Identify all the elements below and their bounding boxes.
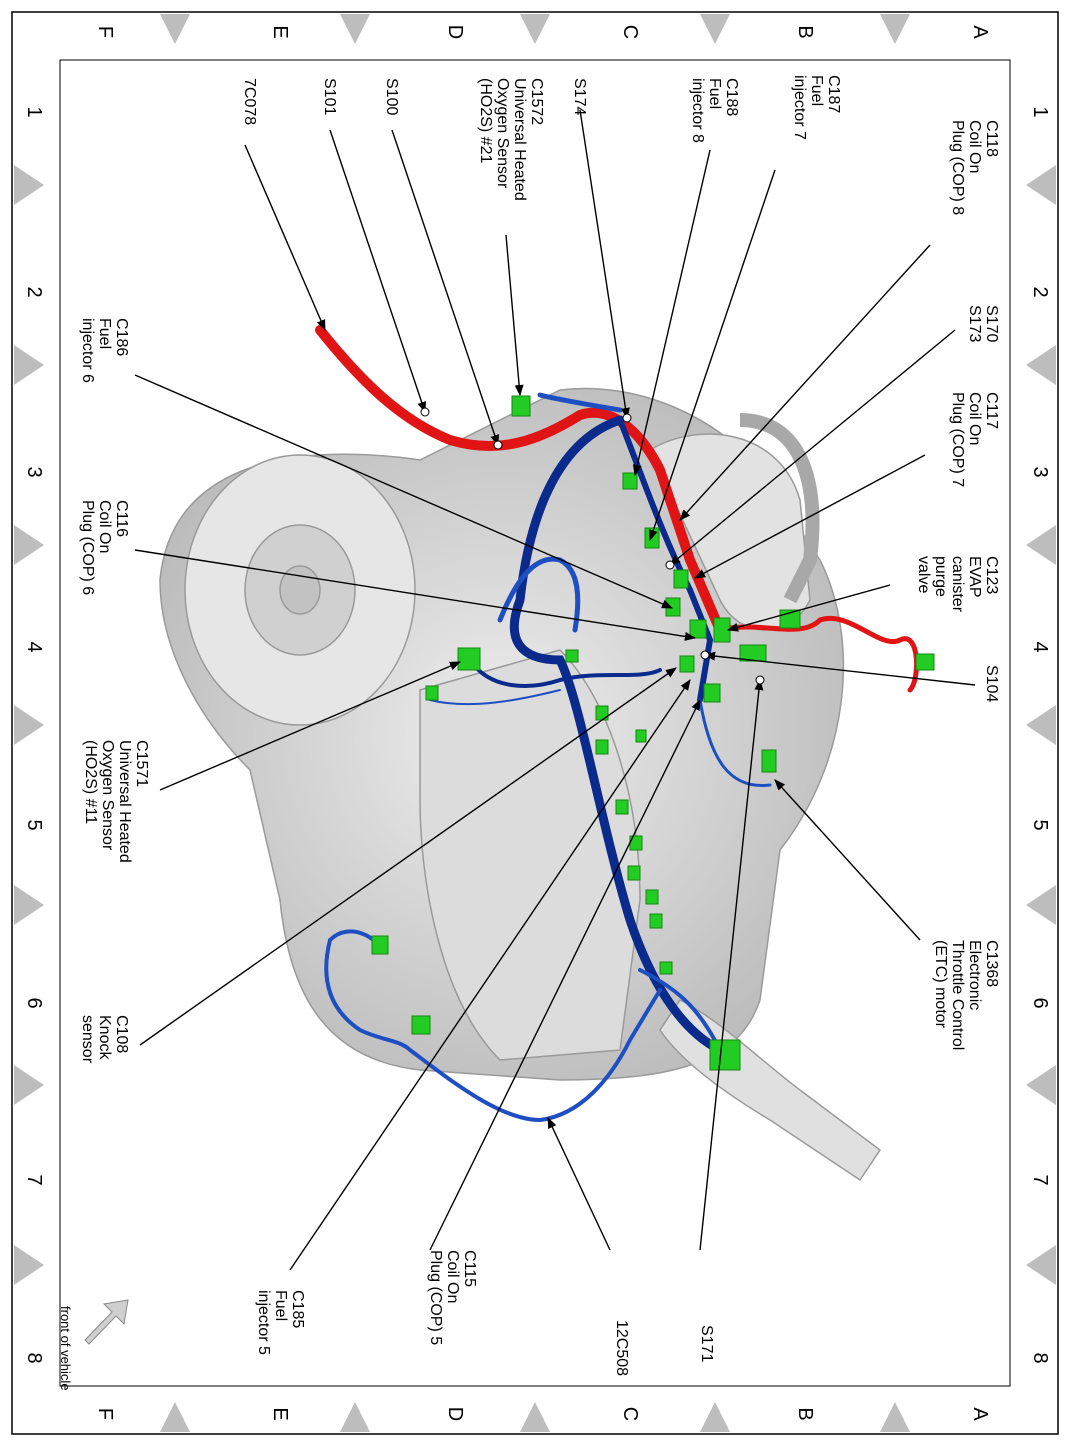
label-s104: S104 xyxy=(983,665,1000,703)
inner-border xyxy=(59,59,1011,1387)
label-7c078: 7C078 xyxy=(241,78,258,126)
grid-row-a-top: A xyxy=(969,25,991,39)
grid-row-d-top: D xyxy=(444,24,466,40)
grid-row-b-bottom: B xyxy=(794,1407,816,1421)
grid-col-5-right: 5 xyxy=(1029,819,1051,831)
label-c1368: C1368 Electronic Throttle Control (ETC) … xyxy=(932,940,1000,1051)
label-c116: C116 Coil On Plug (COP) 6 xyxy=(79,500,130,596)
grid-col-5-left: 5 xyxy=(23,819,45,831)
label-c188: C188 Fuel injector 8 xyxy=(689,78,740,143)
front-arrow-icon xyxy=(84,1299,129,1345)
label-c1572: C1572 Universal Heated Oxygen Sensor (HO… xyxy=(477,78,545,201)
label-front-of-vehicle: front of vehicle xyxy=(58,1306,73,1391)
grid-col-4-right: 4 xyxy=(1029,641,1051,653)
leader-lines xyxy=(134,109,976,1271)
label-s100: S100 xyxy=(383,78,400,116)
grid-col-1-left: 1 xyxy=(23,106,45,118)
label-s171: S171 xyxy=(698,1325,715,1363)
grid-col-2-right: 2 xyxy=(1029,286,1051,298)
grid-col-8-left: 8 xyxy=(23,1352,45,1364)
label-c115: C115 Coil On Plug (COP) 5 xyxy=(427,1250,478,1346)
connectors xyxy=(371,395,935,1071)
label-s174: S174 xyxy=(571,78,588,116)
grid-row-c-bottom: C xyxy=(619,1406,641,1422)
grid-row-d-bottom: D xyxy=(444,1406,466,1422)
label-c117: C117 Coil On Plug (COP) 7 xyxy=(949,392,1000,488)
harness-routes xyxy=(315,325,920,1123)
label-c187: C187 Fuel injector 7 xyxy=(791,75,842,140)
grid-row-f-top: F xyxy=(94,25,116,39)
grid-row-c-top: C xyxy=(619,24,641,40)
label-12c508: 12C508 xyxy=(613,1320,630,1377)
grid-row-a-bottom: A xyxy=(969,1407,991,1421)
splice-markers xyxy=(420,407,765,685)
grid-col-3-left: 3 xyxy=(23,466,45,478)
grid-col-7-right: 7 xyxy=(1029,1174,1051,1186)
grid-col-4-left: 4 xyxy=(23,641,45,653)
grid-col-3-right: 3 xyxy=(1029,466,1051,478)
label-c186: C186 Fuel injector 6 xyxy=(79,318,130,383)
grid-col-6-right: 6 xyxy=(1029,997,1051,1009)
grid-row-e-top: E xyxy=(269,25,291,39)
grid-row-f-bottom: F xyxy=(94,1407,116,1421)
grid-row-b-top: B xyxy=(794,25,816,39)
border-markers xyxy=(14,14,1056,1432)
grid-col-1-right: 1 xyxy=(1029,106,1051,118)
label-c108: C108 Knock sensor xyxy=(79,1015,130,1064)
grid-col-7-left: 7 xyxy=(23,1174,45,1186)
grid-col-6-left: 6 xyxy=(23,997,45,1009)
label-c185: C185 Fuel injector 5 xyxy=(255,1290,306,1355)
label-s170-s173: S170 S173 xyxy=(966,305,1000,343)
label-c118: C118 Coil On Plug (COP) 8 xyxy=(949,120,1000,216)
label-c123: C123 EVAP canister purge valve xyxy=(915,556,1000,613)
grid-col-8-right: 8 xyxy=(1029,1352,1051,1364)
grid-row-e-bottom: E xyxy=(269,1407,291,1421)
label-s101: S101 xyxy=(321,78,338,116)
label-c1571: C1571 Universal Heated Oxygen Sensor (HO… xyxy=(82,740,150,863)
grid-col-2-left: 2 xyxy=(23,286,45,298)
